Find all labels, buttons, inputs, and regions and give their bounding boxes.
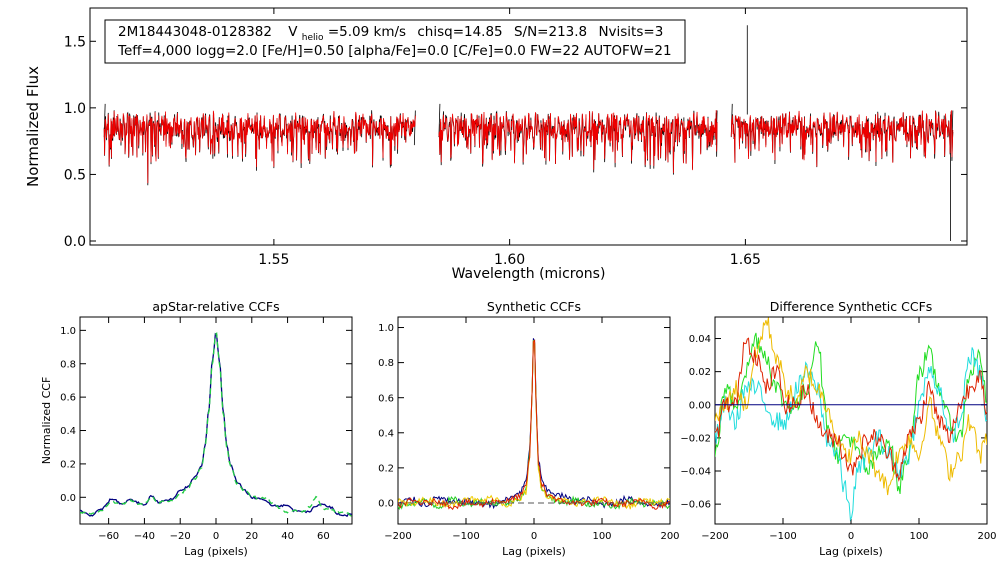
series-diff-red bbox=[715, 337, 987, 482]
y-axis-label: Normalized CCF bbox=[40, 377, 53, 465]
y-tick-label: 1.0 bbox=[60, 326, 76, 337]
y-tick-label: 0.8 bbox=[60, 359, 76, 370]
y-tick-label: 0.2 bbox=[378, 463, 394, 474]
y-tick-label: 0.6 bbox=[60, 393, 76, 404]
y-tick-label: 0.8 bbox=[378, 358, 394, 369]
y-tick-label: 1.0 bbox=[378, 323, 394, 334]
y-tick-label: 1.5 bbox=[64, 34, 86, 50]
x-axis-label: Lag (pixels) bbox=[819, 545, 883, 558]
x-axis-label: Wavelength (microns) bbox=[452, 266, 606, 282]
x-tick-label: −100 bbox=[769, 531, 796, 542]
x-tick-label: −20 bbox=[170, 531, 191, 542]
spectrum-legend: 2M18443048-0128382 V helio =5.09 km/s ch… bbox=[104, 19, 686, 64]
x-tick-label: 1.55 bbox=[258, 252, 289, 268]
legend-snr: S/N=213.8 bbox=[514, 24, 587, 40]
x-tick-label: 0 bbox=[213, 531, 219, 542]
series-diff-orange bbox=[715, 317, 987, 496]
panel-title: Difference Synthetic CCFs bbox=[770, 299, 933, 314]
x-tick-label: 1.60 bbox=[494, 252, 525, 268]
panel-title: Synthetic CCFs bbox=[487, 299, 581, 314]
x-tick-label: 1.65 bbox=[730, 252, 761, 268]
x-tick-label: 0 bbox=[531, 531, 537, 542]
y-tick-label: −0.02 bbox=[680, 433, 711, 444]
y-tick-label: 0.02 bbox=[689, 367, 711, 378]
x-tick-label: 200 bbox=[977, 531, 996, 542]
y-tick-label: 0.00 bbox=[689, 400, 711, 411]
x-axis-label: Lag (pixels) bbox=[184, 545, 248, 558]
x-tick-label: −200 bbox=[384, 531, 411, 542]
x-tick-label: 200 bbox=[660, 531, 679, 542]
plot-frame bbox=[89, 7, 968, 246]
x-tick-label: 20 bbox=[245, 531, 258, 542]
y-tick-label: 0.6 bbox=[378, 393, 394, 404]
series-model bbox=[103, 110, 954, 184]
x-tick-label: 0 bbox=[848, 531, 854, 542]
legend-v-label: V bbox=[288, 24, 298, 40]
panel-3: −200 −100 0 100 200 0.0 0.2 0.4 0.6 0.8 1.0 Lag (pi… bbox=[378, 299, 679, 558]
y-axis-label: Normalized Flux bbox=[24, 66, 42, 187]
x-tick-label: 60 bbox=[317, 531, 330, 542]
legend-box bbox=[104, 19, 686, 64]
x-axis-label: Lag (pixels) bbox=[502, 545, 566, 558]
legend-v-subscript: helio bbox=[302, 33, 324, 43]
y-tick-label: 0.0 bbox=[60, 493, 76, 504]
series-template-1 bbox=[398, 338, 670, 510]
series-ccf-2 bbox=[80, 332, 352, 517]
legend-line-1: 2M18443048-0128382 V helio =5.09 km/s ch… bbox=[118, 24, 663, 44]
y-tick-label: −0.06 bbox=[680, 500, 711, 511]
x-tick-label: −40 bbox=[134, 531, 155, 542]
x-tick-label: 100 bbox=[909, 531, 928, 542]
legend-nvisits: Nvisits=3 bbox=[598, 24, 663, 40]
legend-chisq: chisq=14.85 bbox=[417, 24, 502, 40]
y-tick-label: 0.5 bbox=[64, 167, 86, 183]
y-tick-label: 0.4 bbox=[378, 428, 394, 439]
panel-1: 1.55 1.60 1.65 0.0 0.5 1.0 1.5 Wavelength (micr… bbox=[24, 7, 968, 282]
x-tick-label: 40 bbox=[281, 531, 294, 542]
y-tick-label: 0.0 bbox=[64, 234, 86, 250]
legend-line-2: Teff=4,000 logg=2.0 [Fe/H]=0.50 [alpha/F… bbox=[117, 43, 672, 59]
y-tick-label: 0.4 bbox=[60, 426, 76, 437]
panel-title: apStar-relative CCFs bbox=[152, 299, 279, 314]
x-tick-label: −200 bbox=[701, 531, 728, 542]
panel-4: −200 −100 0 100 200 −0.06 −0.04 −0.02 0.00 0.02 0.… bbox=[680, 299, 996, 558]
y-tick-label: 1.0 bbox=[64, 101, 86, 117]
y-tick-label: 0.0 bbox=[378, 499, 394, 510]
legend-v-value: =5.09 km/s bbox=[328, 24, 406, 40]
y-tick-label: 0.04 bbox=[689, 334, 711, 345]
x-tick-label: −100 bbox=[452, 531, 479, 542]
panel-2: −60 −40 −20 0 20 40 60 0.0 0.2 0.4 0.6 0.8 1.0 Lag (p… bbox=[40, 299, 353, 558]
y-tick-label: 0.2 bbox=[60, 460, 76, 471]
y-tick-label: −0.04 bbox=[680, 467, 711, 478]
legend-star-id: 2M18443048-0128382 bbox=[118, 24, 272, 40]
series-diff-cyan bbox=[715, 347, 987, 522]
x-tick-label: −60 bbox=[98, 531, 119, 542]
x-tick-label: 100 bbox=[592, 531, 611, 542]
